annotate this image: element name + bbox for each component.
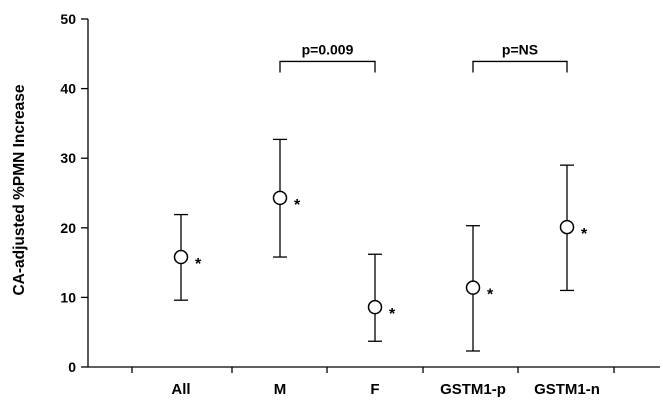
x-axis-category-label: M [274, 381, 287, 398]
x-axis-category-label: GSTM1-p [440, 381, 506, 398]
x-axis-category-labels: All M F GSTM1-p GSTM1-n [171, 381, 600, 398]
y-axis-tick-label: 10 [60, 289, 76, 305]
data-point-marker [272, 190, 288, 206]
significance-star: * [294, 197, 301, 214]
y-axis-tick-label: 40 [60, 81, 76, 97]
significance-star: * [581, 226, 588, 243]
significance-bracket [279, 60, 376, 73]
data-point-marker [173, 249, 189, 265]
data-point-marker [559, 219, 575, 235]
y-axis-tick-label: 0 [68, 359, 76, 375]
data-point-marker [367, 299, 383, 315]
axes [87, 19, 660, 373]
significance-bracket [472, 60, 568, 73]
y-axis-tick-label: 20 [60, 220, 76, 236]
significance-bracket-label: p=0.009 [302, 41, 354, 57]
significance-bracket-label: p=NS [502, 41, 538, 57]
significance-star: * [389, 306, 396, 323]
data-point-marker [465, 280, 481, 295]
y-axis-tick-label: 30 [60, 150, 76, 166]
x-axis-category-label: All [171, 381, 190, 398]
y-axis-label: CA-adjusted %PMN Increase [11, 84, 28, 295]
x-axis-category-label: F [370, 381, 379, 398]
significance-brackets: p=0.009 p=NS [279, 41, 568, 73]
y-axis-tick-label: 50 [60, 11, 76, 27]
y-axis-ticks: 0 10 20 30 40 50 [60, 11, 88, 375]
significance-star: * [487, 287, 494, 304]
significance-star: * [195, 256, 202, 273]
x-axis-category-label: GSTM1-n [534, 381, 600, 398]
data-points: * * * * * [173, 138, 588, 352]
